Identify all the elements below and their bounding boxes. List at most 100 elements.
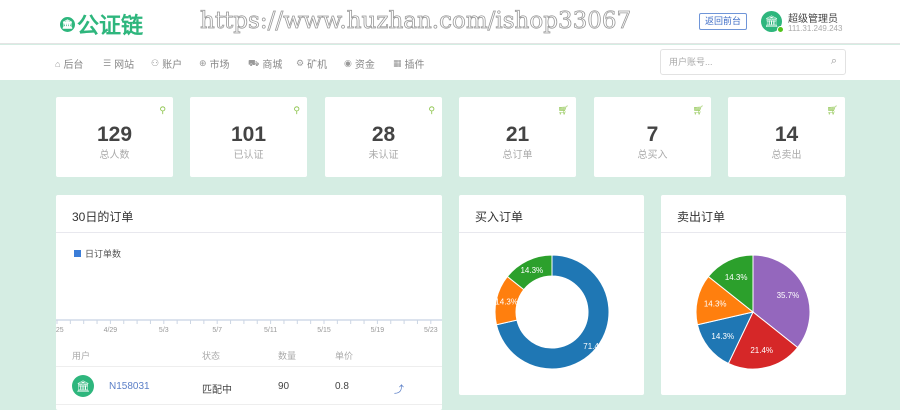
stat-value: 14 xyxy=(774,123,799,146)
user-icon: ⚲ xyxy=(428,105,435,115)
cart-icon: 🛒︎ xyxy=(557,105,569,115)
nav-item-3[interactable]: ⊕ 市场 xyxy=(199,56,230,71)
stat-label: 总订单 xyxy=(502,150,533,161)
cart-icon: ⛟ xyxy=(248,57,260,68)
user-name: 超级管理员 xyxy=(788,14,838,25)
buy-orders-panel: 买入订单 71.4% 14.3% 14.3% xyxy=(459,195,644,395)
stat-value: 21 xyxy=(505,123,530,146)
list-icon: ☰ xyxy=(103,58,112,68)
user-link[interactable]: N158031 xyxy=(109,381,150,392)
x-tick-label: 5/23 xyxy=(424,327,438,334)
quantity: 90 xyxy=(278,381,290,392)
slice-label: 14.3% xyxy=(704,299,727,308)
price: 0.8 xyxy=(335,381,349,392)
search-icon[interactable]: ⌕ xyxy=(830,55,837,67)
nav-item-5[interactable]: ⚙ 矿机 xyxy=(296,56,327,71)
stat-card: ⚲ 129 总人数 xyxy=(56,97,173,177)
user-ip: 111.31.249.243 xyxy=(788,24,843,33)
stat-label: 总买入 xyxy=(637,150,668,161)
buy-donut-chart: 71.4% 14.3% 14.3% xyxy=(494,254,610,370)
stat-label: 未认证 xyxy=(368,150,399,161)
orders-panel: 30日的订单 日订单数 4/25 4/29 5/3 5/7 5/11 5/15 5/19 5/… xyxy=(56,195,442,410)
stat-label: 总人数 xyxy=(99,150,130,161)
pie-slice[interactable] xyxy=(495,254,610,370)
stat-card: ⚲ 101 已认证 xyxy=(190,97,307,177)
nav-label: 商城 xyxy=(262,60,283,71)
slice-label: 14.3% xyxy=(725,273,748,282)
nav-label: 网站 xyxy=(114,60,135,71)
slice-label: 14.3% xyxy=(520,266,543,275)
coin-icon: ◉ xyxy=(344,58,352,68)
online-status-dot xyxy=(777,26,784,33)
stat-card: 🛒︎ 14 总卖出 xyxy=(728,97,845,177)
pie-slice[interactable] xyxy=(752,254,811,349)
x-tick-label: 5/11 xyxy=(264,327,277,334)
slice-label: 21.4% xyxy=(750,346,773,355)
panel-title: 卖出订单 xyxy=(661,195,846,233)
line-chart: 4/25 4/29 5/3 5/7 5/11 5/15 5/19 5/23 xyxy=(56,319,442,334)
slice-label: 14.3% xyxy=(711,332,734,341)
slice-label: 35.7% xyxy=(777,291,800,300)
avatar[interactable]: 🏛 xyxy=(761,11,784,33)
pie-slice[interactable] xyxy=(707,254,754,314)
stat-card: 🛒︎ 21 总订单 xyxy=(459,97,576,177)
x-tick-label: 4/25 xyxy=(56,327,64,334)
cart-icon: 🛒︎ xyxy=(826,105,838,115)
stat-label: 总卖出 xyxy=(771,150,802,161)
pie-slice[interactable] xyxy=(695,275,755,326)
users-icon: ⚇ xyxy=(151,58,160,68)
nav-label: 插件 xyxy=(404,60,425,71)
search-box: ⌕ xyxy=(660,49,846,75)
user-icon: ⚲ xyxy=(293,105,300,115)
sell-pie-chart: 35.7% 21.4% 14.3% 14.3% 14.3% xyxy=(695,254,811,370)
user-avatar: 🏛 xyxy=(72,375,94,397)
back-to-frontend-button[interactable]: 返回前台 xyxy=(699,13,748,30)
stat-value: 129 xyxy=(96,123,133,146)
slice-label: 71.4% xyxy=(583,342,606,351)
stat-card: 🛒︎ 7 总买入 xyxy=(594,97,711,177)
pie-slice[interactable] xyxy=(696,311,754,365)
nav-label: 后台 xyxy=(63,60,84,71)
nav-item-7[interactable]: ▦ 插件 xyxy=(393,56,425,71)
nav-item-6[interactable]: ◉ 资金 xyxy=(344,56,375,71)
x-tick-label: 4/29 xyxy=(104,327,118,334)
header: 🏛 公证链 返回前台 🏛 超级管理员 111.31.249.243 xyxy=(0,0,900,44)
stat-card: ⚲ 28 未认证 xyxy=(325,97,442,177)
slice-label: 14.3% xyxy=(495,298,518,307)
action-arrow-icon[interactable]: ⤴ xyxy=(394,385,404,396)
col-status: 状态 xyxy=(202,351,221,361)
nav-item-2[interactable]: ⚇ 账户 xyxy=(151,56,182,71)
nav-item-0[interactable]: ⌂ 后台 xyxy=(55,56,84,72)
globe-icon: ⊕ xyxy=(199,58,207,68)
panel-title: 买入订单 xyxy=(459,195,644,233)
x-tick-label: 5/15 xyxy=(317,327,331,334)
nav-item-1[interactable]: ☰ 网站 xyxy=(103,56,134,71)
x-tick-label: 5/7 xyxy=(212,327,222,334)
nav-label: 账户 xyxy=(162,60,183,71)
legend-swatch xyxy=(74,250,81,257)
search-input[interactable] xyxy=(669,50,819,74)
gear-icon: ⚙ xyxy=(296,58,305,68)
panel-title: 30日的订单 xyxy=(56,195,442,233)
grid-icon: ▦ xyxy=(393,58,402,68)
nav-label: 资金 xyxy=(354,60,375,71)
pie-slice[interactable] xyxy=(727,311,799,370)
x-tick-label: 5/19 xyxy=(371,327,385,334)
col-price: 单价 xyxy=(335,351,354,361)
col-user: 用户 xyxy=(72,351,91,361)
nav-item-4[interactable]: ⛟ 商城 xyxy=(248,56,283,72)
user-icon: ⚲ xyxy=(159,105,166,115)
logo-text: 公证链 xyxy=(77,13,144,38)
nav-label: 矿机 xyxy=(307,60,328,71)
home-icon: ⌂ xyxy=(55,58,61,69)
stat-value: 7 xyxy=(646,123,659,146)
logo[interactable]: 🏛 公证链 xyxy=(60,8,143,40)
table-row: 🏛 N158031 匹配中 90 0.8 ⤴ xyxy=(56,366,442,405)
col-quantity: 数量 xyxy=(278,351,297,361)
nav-label: 市场 xyxy=(209,60,230,71)
stat-value: 101 xyxy=(230,123,267,146)
x-tick-label: 5/3 xyxy=(159,327,169,334)
stat-value: 28 xyxy=(371,123,396,146)
pie-slice[interactable] xyxy=(506,254,553,291)
chart-legend[interactable]: 日订单数 xyxy=(74,247,121,260)
